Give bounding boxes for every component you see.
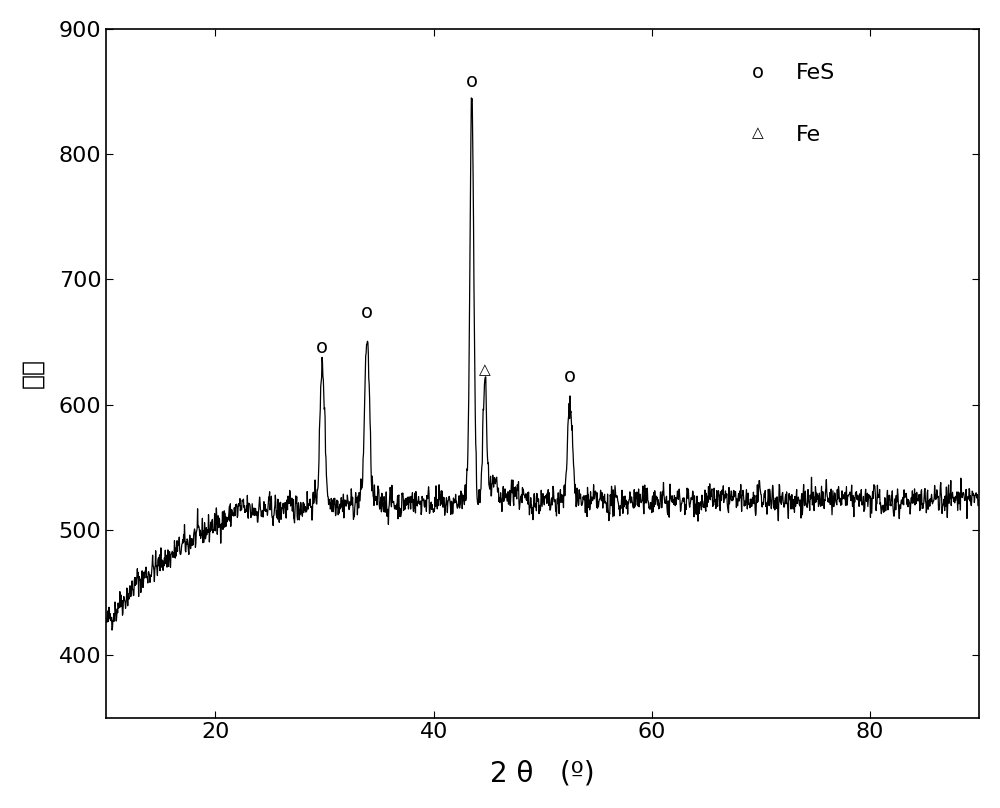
Text: △: △ [479, 362, 491, 377]
Text: Fe: Fe [796, 125, 821, 145]
X-axis label: 2 θ   (º): 2 θ (º) [490, 760, 595, 787]
Text: o: o [361, 303, 373, 322]
Text: FeS: FeS [796, 63, 835, 83]
Text: o: o [466, 73, 478, 91]
Text: o: o [752, 63, 764, 82]
Text: △: △ [752, 125, 764, 141]
Text: o: o [564, 367, 576, 385]
Text: o: o [316, 338, 328, 357]
Y-axis label: 强度: 强度 [21, 358, 45, 388]
